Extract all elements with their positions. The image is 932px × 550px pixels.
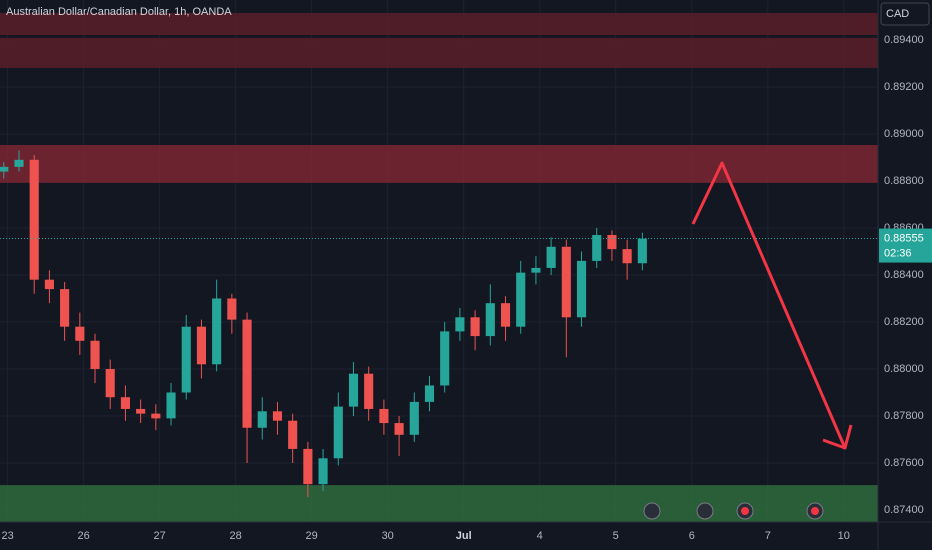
zone	[0, 485, 878, 522]
zone	[0, 145, 878, 183]
candle-body	[29, 159, 39, 280]
candle-body	[288, 420, 298, 449]
candle-body	[576, 260, 587, 318]
candle-body	[592, 235, 602, 261]
candle-body	[622, 249, 632, 264]
y-tick-label: 0.87400	[884, 504, 924, 516]
candle-body	[120, 397, 130, 409]
y-tick-label: 0.89000	[884, 128, 924, 140]
zone	[0, 12, 878, 36]
currency-box[interactable]	[880, 2, 930, 26]
x-tick-label: 27	[154, 530, 166, 542]
candle-body	[212, 298, 222, 365]
chart-title: Australian Dollar/Canadian Dollar, 1h, O…	[6, 6, 232, 18]
candle-body	[470, 317, 480, 337]
candle-body	[318, 458, 328, 485]
event-icon[interactable]	[643, 502, 661, 520]
y-tick-label: 0.88800	[884, 175, 924, 187]
countdown-label: 02:36	[884, 247, 912, 259]
event-icon[interactable]	[696, 502, 714, 520]
forecast-arrow	[691, 161, 847, 449]
candle-body	[136, 408, 146, 414]
event-icon-dot	[811, 507, 819, 515]
candle-body	[546, 246, 556, 268]
x-tick-label: 6	[689, 530, 695, 542]
candle-body	[637, 238, 647, 264]
x-tick-label: 4	[537, 530, 543, 542]
zone-layer	[0, 12, 878, 522]
candle-body	[151, 413, 161, 419]
candle-body	[75, 326, 85, 341]
candle-body	[607, 235, 617, 250]
last-price-box	[879, 228, 932, 263]
candle-body	[44, 279, 54, 290]
candle-body	[440, 331, 450, 386]
x-tick-label: 10	[838, 530, 850, 542]
y-tick-label: 0.88200	[884, 316, 924, 328]
candle-body	[424, 385, 435, 402]
candle-body	[0, 166, 9, 172]
event-icon-dot	[741, 507, 749, 515]
arrow-head	[822, 424, 853, 450]
axis-layer: 0.87400 0.87600 0.87800 0.88000 0.88200 0.884…	[0, 34, 932, 542]
candle-body	[561, 246, 571, 318]
candle-body	[272, 411, 283, 421]
candle-body	[303, 448, 313, 485]
zone	[0, 37, 878, 68]
candle-body	[516, 272, 526, 327]
x-tick-label: 30	[382, 530, 394, 542]
candle-body	[485, 303, 495, 337]
candle-body	[227, 298, 237, 320]
candle-body	[257, 411, 267, 428]
candle-body	[105, 368, 115, 398]
candle-body	[348, 373, 359, 407]
x-tick-label: 7	[765, 530, 771, 542]
x-tick-label: 5	[613, 530, 619, 542]
x-tick-label: 26	[77, 530, 89, 542]
x-tick-label: 29	[306, 530, 318, 542]
candle-body	[60, 289, 70, 327]
candle-body	[455, 317, 465, 332]
y-tick-label: 0.89400	[884, 34, 924, 46]
y-tick-label: 0.87600	[884, 457, 924, 469]
candle-body	[364, 373, 374, 409]
candle-body	[394, 423, 404, 435]
y-tick-label: 0.88000	[884, 363, 924, 375]
candle-body	[379, 408, 389, 424]
y-tick-label: 0.88400	[884, 269, 924, 281]
x-tick-label: 23	[1, 530, 13, 542]
candle-body	[333, 406, 343, 459]
candle-body	[242, 319, 252, 428]
x-tick-label: Jul	[456, 530, 472, 542]
candle-body	[531, 267, 541, 273]
last-price-label: 0.88555	[884, 232, 924, 244]
currency-label: CAD	[886, 8, 909, 20]
candle-body	[500, 303, 511, 327]
candle-body	[181, 326, 191, 393]
y-tick-label: 0.87800	[884, 410, 924, 422]
candle-body	[196, 326, 207, 365]
x-tick-label: 28	[230, 530, 242, 542]
candle-body	[166, 392, 176, 419]
y-tick-label: 0.89200	[884, 81, 924, 93]
candle-layer	[0, 150, 647, 498]
candle-body	[409, 401, 419, 435]
candle-body	[14, 159, 24, 167]
candle-body	[90, 340, 100, 369]
